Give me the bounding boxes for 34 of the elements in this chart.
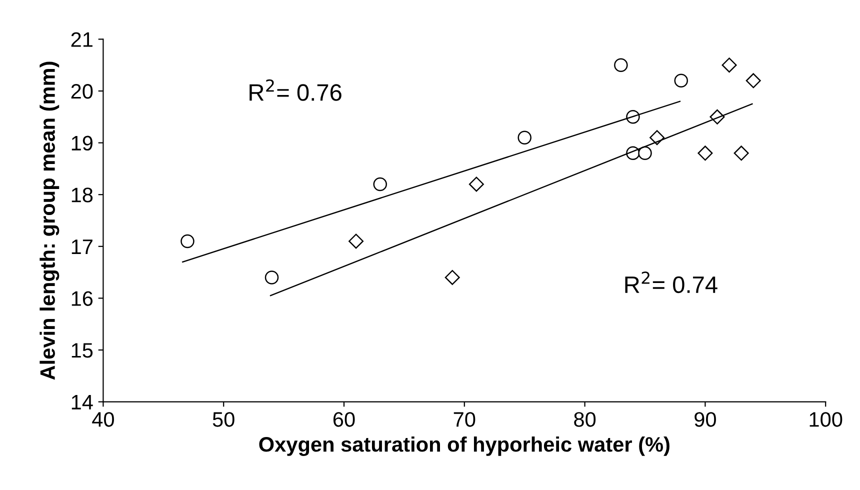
point (264, 270, 279, 284)
y-tick-label: 18 (72, 188, 93, 202)
annotation: R$^{2}$= 0.76 (250, 79, 342, 101)
point (650, 130, 665, 146)
point (722, 58, 737, 73)
point (746, 73, 761, 88)
x-tick-label: 70 (454, 412, 476, 427)
x-tick-label: 60 (333, 412, 355, 427)
x-tick-label: 80 (574, 412, 596, 427)
y-tick-label: 14 (72, 395, 93, 410)
x-tick-label: 90 (694, 412, 716, 427)
point (698, 146, 713, 161)
x-tick-label: 100 (810, 412, 842, 427)
point (373, 177, 387, 192)
point (180, 234, 194, 248)
point (518, 130, 532, 144)
annotation: R$^{2}$= 0.74 (625, 272, 718, 294)
x-tick-label: 40 (92, 412, 114, 427)
y-tick-label: 21 (71, 32, 92, 47)
point (674, 74, 688, 88)
y-tick-label: 17 (72, 240, 92, 254)
point (444, 270, 460, 285)
y-tick-label: 15 (72, 343, 93, 358)
point (348, 234, 364, 249)
point (614, 58, 628, 72)
x-axis-title: Oxygen saturation of hyporheic water (%) (259, 436, 670, 456)
point (468, 176, 484, 192)
x-tick-label: 50 (212, 412, 234, 427)
y-tick-label: 19 (72, 136, 92, 151)
y-axis-title: Alevin length: group mean (mm) (40, 62, 60, 380)
point (638, 146, 652, 160)
y-tick-label: 16 (72, 291, 93, 306)
point (734, 146, 749, 161)
y-tick-label: 20 (71, 84, 93, 99)
